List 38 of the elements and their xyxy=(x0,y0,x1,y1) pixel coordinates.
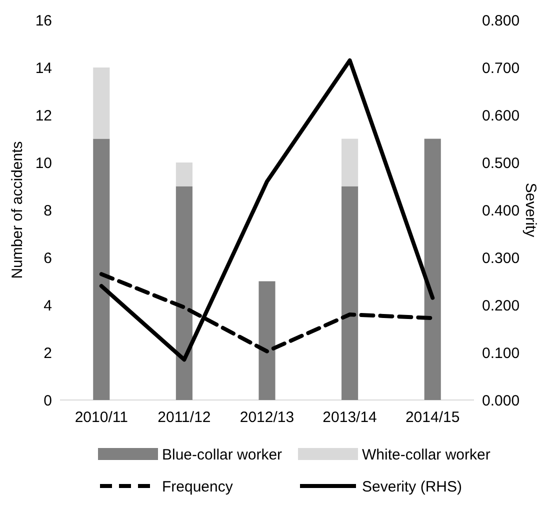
bar xyxy=(342,138,358,186)
x-tick-label: 2010/11 xyxy=(74,409,128,426)
y-tick-label: 0 xyxy=(44,392,52,410)
y2-tick-label: 0.400 xyxy=(482,202,520,220)
x-tick-label: 2013/14 xyxy=(322,409,377,426)
bar xyxy=(176,186,192,400)
bar xyxy=(424,138,441,400)
y2-tick-label: 0.600 xyxy=(482,107,520,124)
legend-label: Blue-collar worker xyxy=(162,446,282,464)
legend-label: White-collar worker xyxy=(362,446,490,464)
y-tick-label: 16 xyxy=(35,12,52,30)
y2-tick-label: 0.700 xyxy=(482,60,520,77)
y2-tick-label: 0.000 xyxy=(482,392,520,410)
y-axis-title: Number of accidents xyxy=(9,141,26,279)
y2-axis-title: Severity xyxy=(522,182,539,238)
y-tick-label: 14 xyxy=(35,60,52,77)
bar xyxy=(93,138,110,400)
y2-tick-label: 0.500 xyxy=(482,154,520,172)
y2-tick-label: 0.200 xyxy=(482,297,520,314)
y2-tick-label: 0.100 xyxy=(482,344,520,362)
y-tick-label: 10 xyxy=(35,154,52,172)
bar xyxy=(342,186,358,400)
y-tick-label: 8 xyxy=(44,202,52,220)
x-tick-label: 2011/12 xyxy=(158,409,211,426)
bar xyxy=(176,162,192,186)
bar xyxy=(258,281,276,400)
y-tick-label: 4 xyxy=(44,297,52,314)
y-tick-label: 12 xyxy=(35,107,52,124)
legend-label: Frequency xyxy=(162,478,234,496)
y-tick-label: 6 xyxy=(44,250,52,267)
x-tick-label: 2014/15 xyxy=(405,409,460,426)
y2-tick-label: 0.800 xyxy=(482,12,520,30)
y2-tick-label: 0.300 xyxy=(482,250,520,267)
line-series xyxy=(99,58,435,362)
bar xyxy=(93,68,110,139)
y-tick-label: 2 xyxy=(44,344,52,362)
legend-label: Severity (RHS) xyxy=(362,478,462,496)
x-tick-label: 2012/13 xyxy=(240,409,294,426)
